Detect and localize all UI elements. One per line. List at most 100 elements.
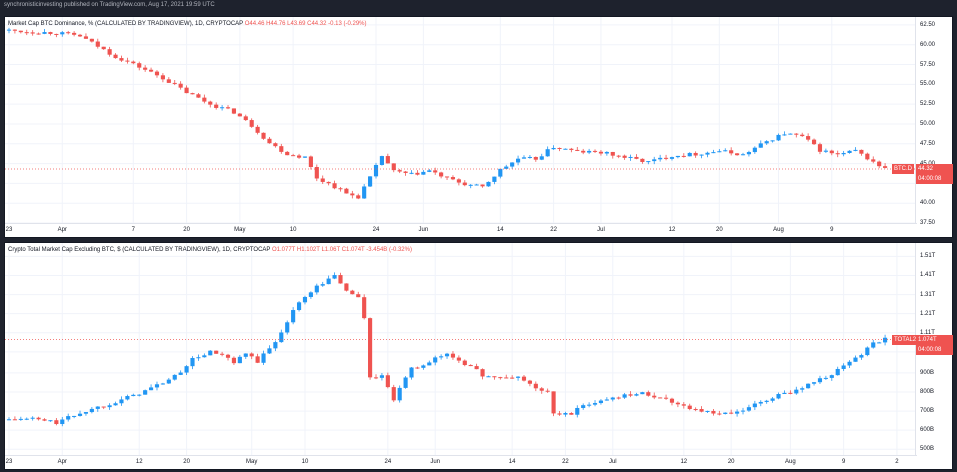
total2-symbol-label: TOTAL2 xyxy=(892,334,919,345)
total2-countdown: 04:00:08 xyxy=(916,344,953,355)
total2-candle-body xyxy=(533,383,538,389)
btc-dominance-time-tick: 9 xyxy=(830,227,834,233)
btc-dominance-time-tick: 22 xyxy=(550,227,557,233)
btc-dominance-candle-body xyxy=(379,156,384,165)
btc-dominance-candle-body xyxy=(439,172,444,177)
btc-dominance-price-tick: 52.50 xyxy=(920,101,936,108)
total2-candle-body xyxy=(143,390,148,395)
total2-candle-body xyxy=(196,357,201,359)
total2-candle-body xyxy=(474,366,479,370)
total2-time-tick: 23 xyxy=(5,459,13,465)
btc-dominance-time-tick: 14 xyxy=(496,227,504,233)
btc-dominance-candle-body xyxy=(883,166,888,168)
btc-dominance-candle-body xyxy=(711,152,716,154)
total2-price-tick: 900B xyxy=(920,369,935,376)
btc-dominance-candle-body xyxy=(208,101,213,105)
total2-candle-body xyxy=(379,375,384,378)
btc-dominance-candle-body xyxy=(249,120,254,127)
btc-dominance-candle-body xyxy=(273,143,278,147)
btc-dominance-candle-body xyxy=(551,147,556,150)
btc-dominance-candle-body xyxy=(344,188,349,194)
total2-candle-body xyxy=(249,353,254,357)
total2-candle-body xyxy=(125,396,130,400)
total2-price-tick: 800B xyxy=(920,388,935,395)
total2-candle-body xyxy=(273,342,278,349)
btc-dominance-price-tick: 47.50 xyxy=(920,140,936,147)
total2-candle-body xyxy=(285,322,290,333)
total2-candle-body xyxy=(291,310,296,323)
total2-plot-area[interactable] xyxy=(5,243,917,469)
btc-dominance-candle-body xyxy=(95,41,100,47)
total2-candle-body xyxy=(137,394,142,396)
total2-candle-body xyxy=(220,353,225,355)
btc-dominance-candle-body xyxy=(314,167,319,179)
btc-dominance-candle-body xyxy=(474,184,479,186)
total2-candle-body xyxy=(54,420,59,425)
btc-dominance-candle-body xyxy=(137,63,142,68)
total2-candle-body xyxy=(415,367,420,369)
total2-candle-body xyxy=(60,419,65,425)
total2-candle-body xyxy=(817,378,823,383)
btc-dominance-candle-body xyxy=(308,156,313,168)
total2-price-tag: TOTAL2 1.074T 04:00:08 xyxy=(892,334,953,355)
total2-candle-body xyxy=(279,332,284,343)
btc-dominance-chart-panel[interactable]: Market Cap BTC Dominance, % (CALCULATED … xyxy=(4,16,953,238)
total2-candle-body xyxy=(48,420,53,422)
btc-dominance-candle-body xyxy=(267,138,272,144)
btc-dominance-candle-body xyxy=(616,155,621,157)
btc-dominance-candle-body xyxy=(373,164,379,177)
btc-dominance-candle-body xyxy=(604,151,609,154)
total2-candle-body xyxy=(468,365,473,367)
total2-candle-body xyxy=(320,284,325,286)
btc-dominance-title: Market Cap BTC Dominance, % (CALCULATED … xyxy=(8,21,244,27)
total2-candle-body xyxy=(72,415,77,417)
btc-dominance-candle-body xyxy=(504,166,509,169)
btc-dominance-time-axis[interactable]: 23 Apr 7 20 May 10 24 Jun 14 22 Jul 12 20 Aug 9 xyxy=(5,223,917,237)
total2-candle-body xyxy=(545,390,550,392)
btc-dominance-countdown: 04:00:08 xyxy=(916,173,953,184)
total2-candle-body xyxy=(604,399,609,401)
btc-dominance-plot-area[interactable] xyxy=(5,17,917,237)
total2-candle-body xyxy=(6,419,12,421)
total2-price-tick: 1.31T xyxy=(920,291,936,298)
btc-dominance-time-tick: 20 xyxy=(183,227,190,233)
total2-time-tick: 9 xyxy=(841,459,846,465)
total2-candle-body xyxy=(36,417,41,420)
btc-dominance-candle-body xyxy=(764,141,769,144)
btc-dominance-candle-body xyxy=(397,170,402,172)
btc-dominance-candle-body xyxy=(800,134,805,137)
total2-candle-body xyxy=(782,392,787,395)
total2-price-tick: 1.21T xyxy=(920,310,936,317)
total2-chart-panel[interactable]: Crypto Total Market Cap Excluding BTC, $… xyxy=(4,242,953,470)
btc-dominance-price-axis[interactable]: 62.50 60.00 57.50 55.00 52.50 50.00 47.50 45.00… xyxy=(892,17,953,237)
total2-candle-body xyxy=(711,410,716,414)
btc-dominance-last-value: 44.32 xyxy=(916,163,953,174)
btc-dominance-candle-body xyxy=(42,32,47,34)
total2-price-axis[interactable]: 1.51T1.41T1.31T1.21T1.11T1.01T900B800B70… xyxy=(892,243,953,469)
btc-dominance-candle-body xyxy=(243,116,248,121)
total2-candle-body xyxy=(101,406,106,408)
total2-candle-body xyxy=(521,376,527,381)
total2-price-tick: 600B xyxy=(920,427,935,434)
btc-dominance-price-tick: 57.50 xyxy=(920,61,936,68)
total2-candle-body xyxy=(758,401,763,404)
btc-dominance-candle-body xyxy=(302,156,308,158)
total2-candle-body xyxy=(811,382,817,384)
btc-dominance-candle-body xyxy=(107,49,112,55)
btc-dominance-legend: Market Cap BTC Dominance, % (CALCULATED … xyxy=(8,21,367,27)
total2-candle-body xyxy=(510,377,515,379)
publish-info-text: synchronisticinvesting published on Trad… xyxy=(4,2,215,8)
btc-dominance-candle-body xyxy=(687,152,692,157)
btc-dominance-candle-body xyxy=(296,155,302,158)
total2-time-axis[interactable]: 23 Apr 12 20 May 10 24 Jun 14 22 Jul 12 20 Aug 9 2 xyxy=(5,455,917,469)
btc-dominance-price-tick: 60.00 xyxy=(920,41,936,48)
total2-legend: Crypto Total Market Cap Excluding BTC, $… xyxy=(8,247,412,253)
total2-candle-body xyxy=(794,389,799,394)
total2-last-value: 1.074T xyxy=(916,334,953,345)
total2-candle-body xyxy=(480,369,485,377)
total2-price-tick: 500B xyxy=(920,446,935,453)
btc-dominance-candle-body xyxy=(332,183,337,189)
btc-dominance-candle-body xyxy=(326,181,331,184)
total2-candle-body xyxy=(160,383,165,385)
total2-candle-body xyxy=(516,376,521,378)
